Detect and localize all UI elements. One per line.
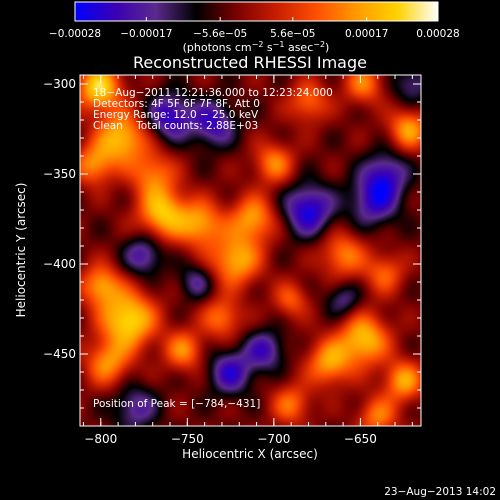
axis-ticks: −800 −750 −700 −650 −300 −350 −400 −450 [43,75,421,446]
peak-position-label: Position of Peak = [−784,−431] [93,398,260,410]
colorbar-tick-label: 0.00017 [345,28,388,40]
x-axis-label: Heliocentric X (arcsec) [182,447,318,461]
heatmap-image [80,75,421,426]
x-tick-label: −700 [257,432,290,446]
x-tick-label: −650 [344,432,377,446]
colorbar-tick-label: −5.6e−05 [193,28,247,40]
colorbar-tick-label: −0.00017 [120,28,172,40]
y-tick-label: −450 [43,347,76,361]
colorbar-ticks: −0.00028 −0.00017 −5.6e−05 5.6e−05 0.00017 0.… [49,1,460,40]
generated-timestamp: 23−Aug−2013 14:02 [384,486,496,498]
colorbar [75,2,438,21]
colorbar-tick-label: 0.00028 [416,28,459,40]
plot-frame [79,74,422,427]
x-tick-label: −800 [84,432,117,446]
annotation-energy: Energy Range: 12.0 − 25.0 keV [93,109,259,121]
chart-title: Reconstructed RHESSI Image [133,53,367,72]
y-tick-label: −400 [43,257,76,271]
y-tick-label: −300 [43,77,76,91]
annotation-time: 18−Aug−2011 12:21:36.000 to 12:23:24.000 [93,87,333,99]
colorbar-tick-label: 5.6e−05 [270,28,315,40]
colorbar-frame [74,1,439,22]
x-tick-label: −750 [171,432,204,446]
colorbar-tick-label: −0.00028 [49,28,101,40]
annotation-counts: Clean Total counts: 2.88E+03 [93,120,258,132]
y-tick-label: −350 [43,167,76,181]
y-axis-label: Heliocentric Y (arcsec) [14,183,28,318]
colorbar-units: (photons cm−2 s−1 asec−2) [183,40,330,54]
annotation-detectors: Detectors: 4F 5F 6F 7F 8F, Att 0 [93,98,260,110]
